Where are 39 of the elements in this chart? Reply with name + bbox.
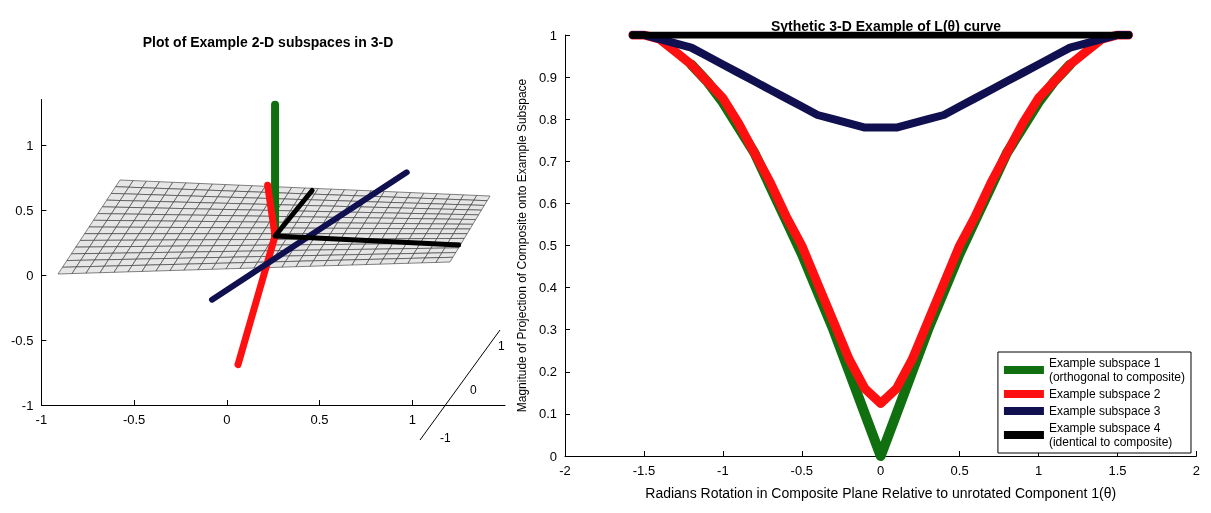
y-tick-label: 0.4 [538, 280, 557, 296]
y-tick-label: 0.2 [538, 364, 557, 380]
legend-label: Example subspace 1 (orthogonal to composite) [1048, 356, 1186, 384]
x-tick-label: 2 [1192, 463, 1200, 478]
y-tick-label: 0.6 [538, 195, 557, 211]
y-tick-label: 0 [26, 267, 34, 283]
annotation: 1 [498, 339, 505, 353]
x-tick-label: -0.5 [122, 412, 146, 427]
y-tick-label: 0.3 [538, 322, 557, 338]
x-tick-label: 1 [1034, 463, 1043, 478]
y-tick-label: 0.1 [538, 406, 557, 422]
y-tick-label: 0.9 [538, 69, 557, 85]
legend-label: Example subspace 2 [1048, 387, 1161, 401]
y-tick-label: 1 [549, 27, 557, 43]
chart-title: Plot of Example 2-D subspaces in 3-D [142, 34, 394, 50]
y-tick-label: 0.7 [538, 153, 557, 169]
x-tick-label: 1 [408, 412, 416, 427]
x-tick-label: 0 [223, 412, 231, 427]
y-axis-title: Magnitude of Projection of Composite onto Example Subspace [515, 78, 530, 413]
annotation: 0 [470, 383, 477, 397]
x-tick-label: -1.5 [632, 463, 656, 478]
y-tick-label: 1 [26, 137, 34, 153]
y-tick-label: -0.5 [10, 332, 34, 348]
x-axis-title: Radians Rotation in Composite Plane Relative to unrotated Component 1(θ) [645, 485, 1117, 501]
y-tick-label: 0.5 [15, 202, 34, 218]
x-tick-label: -2 [559, 463, 571, 478]
y-tick-label: 0.8 [538, 111, 557, 127]
y-tick-label: 0 [549, 448, 557, 464]
x-tick-label: 1.5 [1108, 463, 1127, 478]
legend-label: Example subspace 3 [1048, 404, 1161, 418]
y-tick-label: 0.5 [538, 238, 557, 253]
x-tick-label: 0.5 [950, 463, 969, 478]
x-tick-label: 0 [877, 463, 885, 478]
y-tick-label: -1 [21, 397, 34, 413]
text: -1 [440, 431, 451, 445]
x-tick-label: 0.5 [310, 412, 329, 427]
x-tick-label: -0.5 [790, 463, 813, 478]
legend-label: Example subspace 4 (identical to composite) [1048, 421, 1173, 449]
x-tick-label: -1 [717, 463, 729, 478]
